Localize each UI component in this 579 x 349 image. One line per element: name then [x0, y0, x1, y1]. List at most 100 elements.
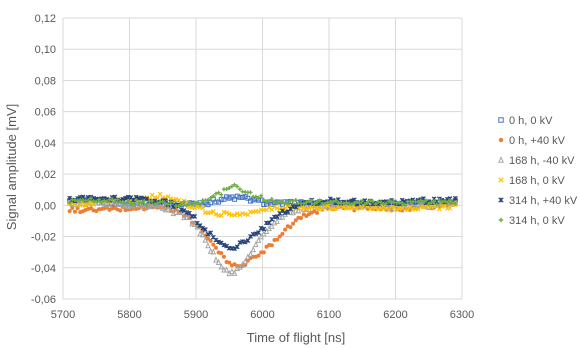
data-point — [205, 241, 211, 249]
data-point — [192, 213, 198, 219]
y-tick-label: 0,02 — [35, 169, 56, 181]
data-point — [208, 230, 214, 236]
data-point — [256, 230, 261, 236]
data-point — [432, 199, 437, 204]
data-point — [157, 202, 163, 209]
data-point — [315, 200, 320, 205]
x-axis-title: Time of flight [ns] — [247, 330, 346, 345]
data-point — [283, 227, 288, 232]
legend-label: 0 h, 0 kV — [509, 115, 553, 127]
data-point — [234, 211, 240, 216]
data-point — [208, 210, 214, 215]
data-point — [99, 200, 104, 205]
data-point — [179, 202, 184, 207]
legend-marker — [498, 137, 504, 143]
data-point — [213, 199, 219, 205]
data-point — [211, 242, 216, 247]
data-point — [245, 253, 251, 260]
data-point — [370, 199, 375, 204]
data-point — [362, 202, 367, 207]
data-point — [144, 202, 149, 207]
data-point — [242, 194, 248, 200]
data-point — [437, 198, 442, 203]
data-point — [205, 231, 211, 237]
data-point — [269, 197, 274, 202]
legend-marker — [498, 177, 504, 183]
data-point — [223, 266, 230, 273]
data-point — [287, 208, 294, 215]
data-point — [360, 198, 365, 203]
data-point — [429, 200, 434, 205]
data-point — [261, 250, 266, 255]
data-point — [211, 194, 216, 199]
data-point — [195, 200, 200, 205]
data-point — [96, 197, 101, 202]
data-point — [218, 263, 225, 270]
data-point — [399, 205, 405, 211]
y-tick-label: 0,06 — [35, 107, 56, 119]
data-point — [282, 210, 288, 216]
data-point — [386, 207, 392, 213]
data-point — [131, 202, 136, 207]
data-point — [423, 202, 429, 210]
data-point — [192, 205, 198, 211]
data-point — [346, 201, 351, 206]
data-point — [267, 199, 272, 204]
data-point — [312, 201, 317, 206]
series-314-h-0-kv — [67, 182, 458, 208]
data-point — [434, 202, 439, 207]
data-point — [426, 201, 431, 206]
data-point — [242, 257, 248, 265]
data-point — [67, 200, 72, 205]
legend-marker — [498, 117, 504, 123]
data-point — [384, 201, 389, 206]
data-point — [400, 200, 405, 205]
data-point — [216, 239, 222, 245]
legend-marker — [498, 197, 504, 203]
data-point — [216, 190, 221, 195]
data-point — [181, 208, 187, 214]
data-point — [155, 201, 160, 206]
data-point — [163, 201, 168, 206]
data-point — [202, 236, 209, 243]
data-point — [115, 197, 120, 202]
data-point — [232, 182, 237, 187]
data-point — [224, 194, 230, 200]
data-point — [94, 199, 99, 204]
data-point — [295, 206, 301, 212]
data-point — [349, 202, 354, 207]
data-point — [221, 254, 226, 259]
data-point — [269, 222, 275, 229]
data-point — [269, 243, 274, 248]
data-point — [91, 201, 97, 207]
data-point — [250, 246, 256, 253]
data-point — [213, 191, 218, 196]
data-point — [120, 201, 126, 208]
x-tick-label: 6000 — [250, 309, 274, 321]
data-point — [88, 206, 93, 211]
data-point — [159, 204, 166, 211]
data-point — [445, 200, 450, 205]
data-point — [162, 206, 169, 213]
y-axis-title: Signal amplitude [mV] — [4, 104, 19, 230]
grid-lines — [62, 17, 463, 300]
data-point — [167, 206, 174, 213]
data-point — [239, 260, 246, 268]
data-point — [357, 200, 362, 205]
data-point — [197, 202, 202, 207]
data-point — [229, 267, 235, 275]
data-point — [123, 195, 128, 201]
data-point — [141, 203, 147, 211]
data-point — [258, 233, 264, 240]
data-point — [200, 225, 206, 231]
data-point — [139, 195, 144, 201]
data-point — [117, 199, 123, 206]
data-point — [253, 194, 258, 199]
data-point — [126, 199, 131, 204]
data-point — [242, 239, 248, 245]
legend-label: 168 h, -40 kV — [509, 155, 575, 167]
data-point — [245, 258, 250, 263]
y-tick-label: -0,02 — [31, 232, 56, 244]
data-point — [67, 209, 72, 214]
